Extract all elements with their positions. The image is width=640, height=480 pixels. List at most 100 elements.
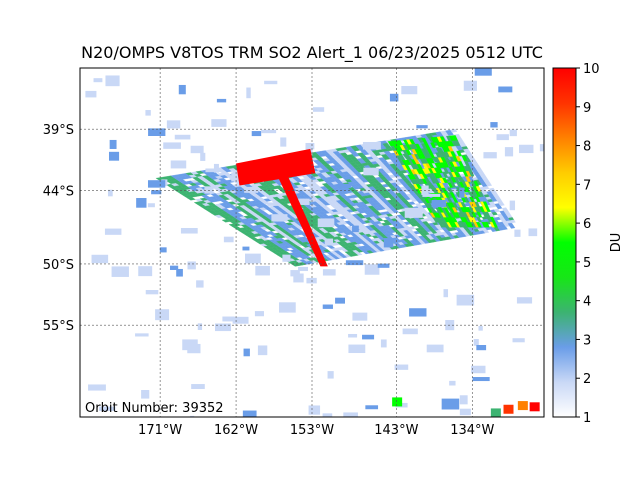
speckle-pixel xyxy=(306,277,317,284)
speckle-pixel xyxy=(509,129,517,137)
hotspot-pixel xyxy=(529,402,540,412)
speckle-pixel xyxy=(401,86,418,95)
speckle-pixel xyxy=(145,110,151,116)
speckle-pixel xyxy=(456,294,475,306)
speckle-pixel xyxy=(305,142,315,150)
hotspot-pixel xyxy=(392,397,403,407)
speckle-pixel xyxy=(380,339,387,348)
speckle-pixel xyxy=(498,86,513,93)
speckle-pixel xyxy=(348,344,366,354)
speckle-pixel xyxy=(322,304,333,309)
speckle-pixel xyxy=(111,266,129,277)
speckle-pixel xyxy=(223,236,234,243)
y-tick-label: 50°S xyxy=(43,258,74,273)
speckle-pixel xyxy=(147,180,166,188)
speckle-pixel xyxy=(182,339,198,351)
speckle-pixel xyxy=(138,266,153,277)
swath-cell xyxy=(483,229,490,234)
colorbar-tick-label: 4 xyxy=(583,295,591,310)
speckle-pixel xyxy=(345,260,364,266)
speckle-pixel xyxy=(105,75,120,87)
speckle-pixel xyxy=(213,163,219,173)
swath-cell xyxy=(498,202,505,207)
speckle-pixel xyxy=(308,405,321,415)
speckle-pixel xyxy=(204,186,214,194)
speckle-pixel xyxy=(471,365,486,374)
speckle-pixel xyxy=(343,412,358,417)
speckle-pixel xyxy=(383,238,394,248)
y-tick-label: 55°S xyxy=(43,319,74,334)
speckle-pixel xyxy=(402,328,418,335)
speckle-pixel xyxy=(93,78,103,83)
speckle-pixel xyxy=(322,413,333,417)
speckle-pixel xyxy=(231,172,240,182)
speckle-pixel xyxy=(514,229,521,237)
speckle-pixel xyxy=(246,87,251,99)
speckle-pixel xyxy=(327,371,334,379)
speckle-pixel xyxy=(99,406,116,411)
speckle-pixel xyxy=(214,323,232,332)
speckle-pixel xyxy=(107,189,113,197)
speckle-pixel xyxy=(178,84,186,95)
speckle-pixel xyxy=(88,384,106,391)
red-swath-strip xyxy=(269,156,328,267)
map-layer xyxy=(85,68,544,417)
speckle-pixel xyxy=(232,316,249,324)
speckle-pixel xyxy=(191,384,205,389)
red-swath-cap xyxy=(236,148,316,186)
speckle-pixel xyxy=(496,134,509,141)
axes: 171°W 162°W 153°W 143°W 134°W 39°S 44°S 50°S 55°… xyxy=(43,123,495,438)
speckle-pixel xyxy=(147,203,155,208)
speckle-pixel xyxy=(298,266,308,272)
speckle-pixel xyxy=(516,297,533,304)
chart-title: N20/OMPS V8TOS TRM SO2 Alert_1 06/23/202… xyxy=(81,43,543,62)
y-tick-label: 39°S xyxy=(43,123,74,138)
speckle-pixel xyxy=(108,151,120,161)
speckle-pixel xyxy=(242,246,250,251)
speckle-pixel xyxy=(324,238,334,246)
x-tick-label: 153°W xyxy=(290,423,334,438)
speckle-pixel xyxy=(352,312,368,321)
speckle-pixel xyxy=(504,147,514,157)
speckle-pixel xyxy=(292,198,310,205)
speckle-pixel xyxy=(159,247,167,253)
speckle-pixel xyxy=(222,316,235,322)
speckle-pixel xyxy=(216,98,227,103)
speckle-pixel xyxy=(539,144,544,152)
speckle-pixel xyxy=(463,80,477,91)
elevated-cell xyxy=(485,206,491,213)
x-tick-label: 134°W xyxy=(450,423,494,438)
speckle-pixel xyxy=(348,333,358,338)
elevated-cell xyxy=(478,191,484,197)
speckle-pixel xyxy=(377,263,390,268)
speckle-pixel xyxy=(279,302,296,313)
plot-frame xyxy=(79,67,545,418)
speckle-pixel xyxy=(441,398,460,410)
elevated-cell xyxy=(468,170,475,177)
elevated-cell xyxy=(454,140,461,146)
x-tick-label: 171°W xyxy=(138,423,182,438)
speckle-pixel xyxy=(141,390,150,399)
speckle-pixel xyxy=(170,265,179,270)
plot-area xyxy=(80,68,544,417)
speckle-pixel xyxy=(280,137,287,147)
speckle-pixel xyxy=(244,186,259,193)
swath-cell xyxy=(501,226,508,230)
speckle-pixel xyxy=(317,218,335,228)
elevated-cell xyxy=(484,221,490,228)
speckle-pixel xyxy=(148,128,166,137)
speckle-pixel xyxy=(459,408,471,416)
speckle-pixel xyxy=(170,160,187,169)
speckle-pixel xyxy=(104,228,122,235)
speckle-pixel xyxy=(322,269,336,276)
speckle-pixel xyxy=(91,254,109,264)
speckle-pixel xyxy=(190,145,204,154)
speckle-pixel xyxy=(187,261,196,270)
colorbar-tick-label: 1 xyxy=(583,411,591,426)
y-tick-label: 44°S xyxy=(43,184,74,199)
speckle-pixel xyxy=(519,144,534,154)
speckle-pixel xyxy=(422,193,441,197)
speckle-pixel xyxy=(389,93,399,102)
speckle-pixel xyxy=(478,325,483,331)
